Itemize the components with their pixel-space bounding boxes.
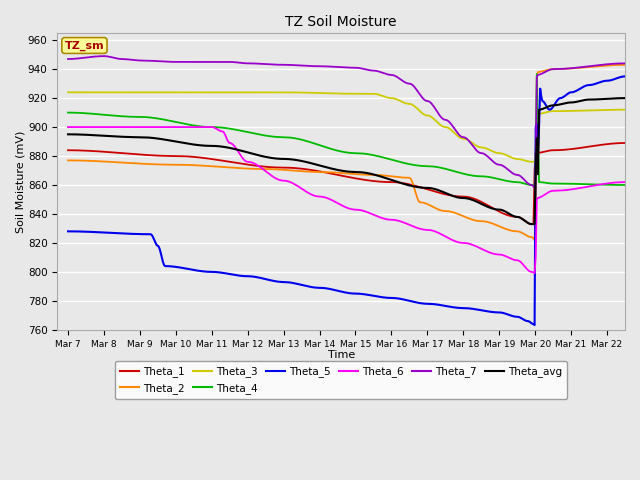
X-axis label: Time: Time — [328, 350, 355, 360]
Text: TZ_sm: TZ_sm — [65, 40, 104, 50]
Title: TZ Soil Moisture: TZ Soil Moisture — [285, 15, 397, 29]
Y-axis label: Soil Moisture (mV): Soil Moisture (mV) — [15, 130, 25, 233]
Legend: Theta_1, Theta_2, Theta_3, Theta_4, Theta_5, Theta_6, Theta_7, Theta_avg: Theta_1, Theta_2, Theta_3, Theta_4, Thet… — [115, 361, 567, 399]
